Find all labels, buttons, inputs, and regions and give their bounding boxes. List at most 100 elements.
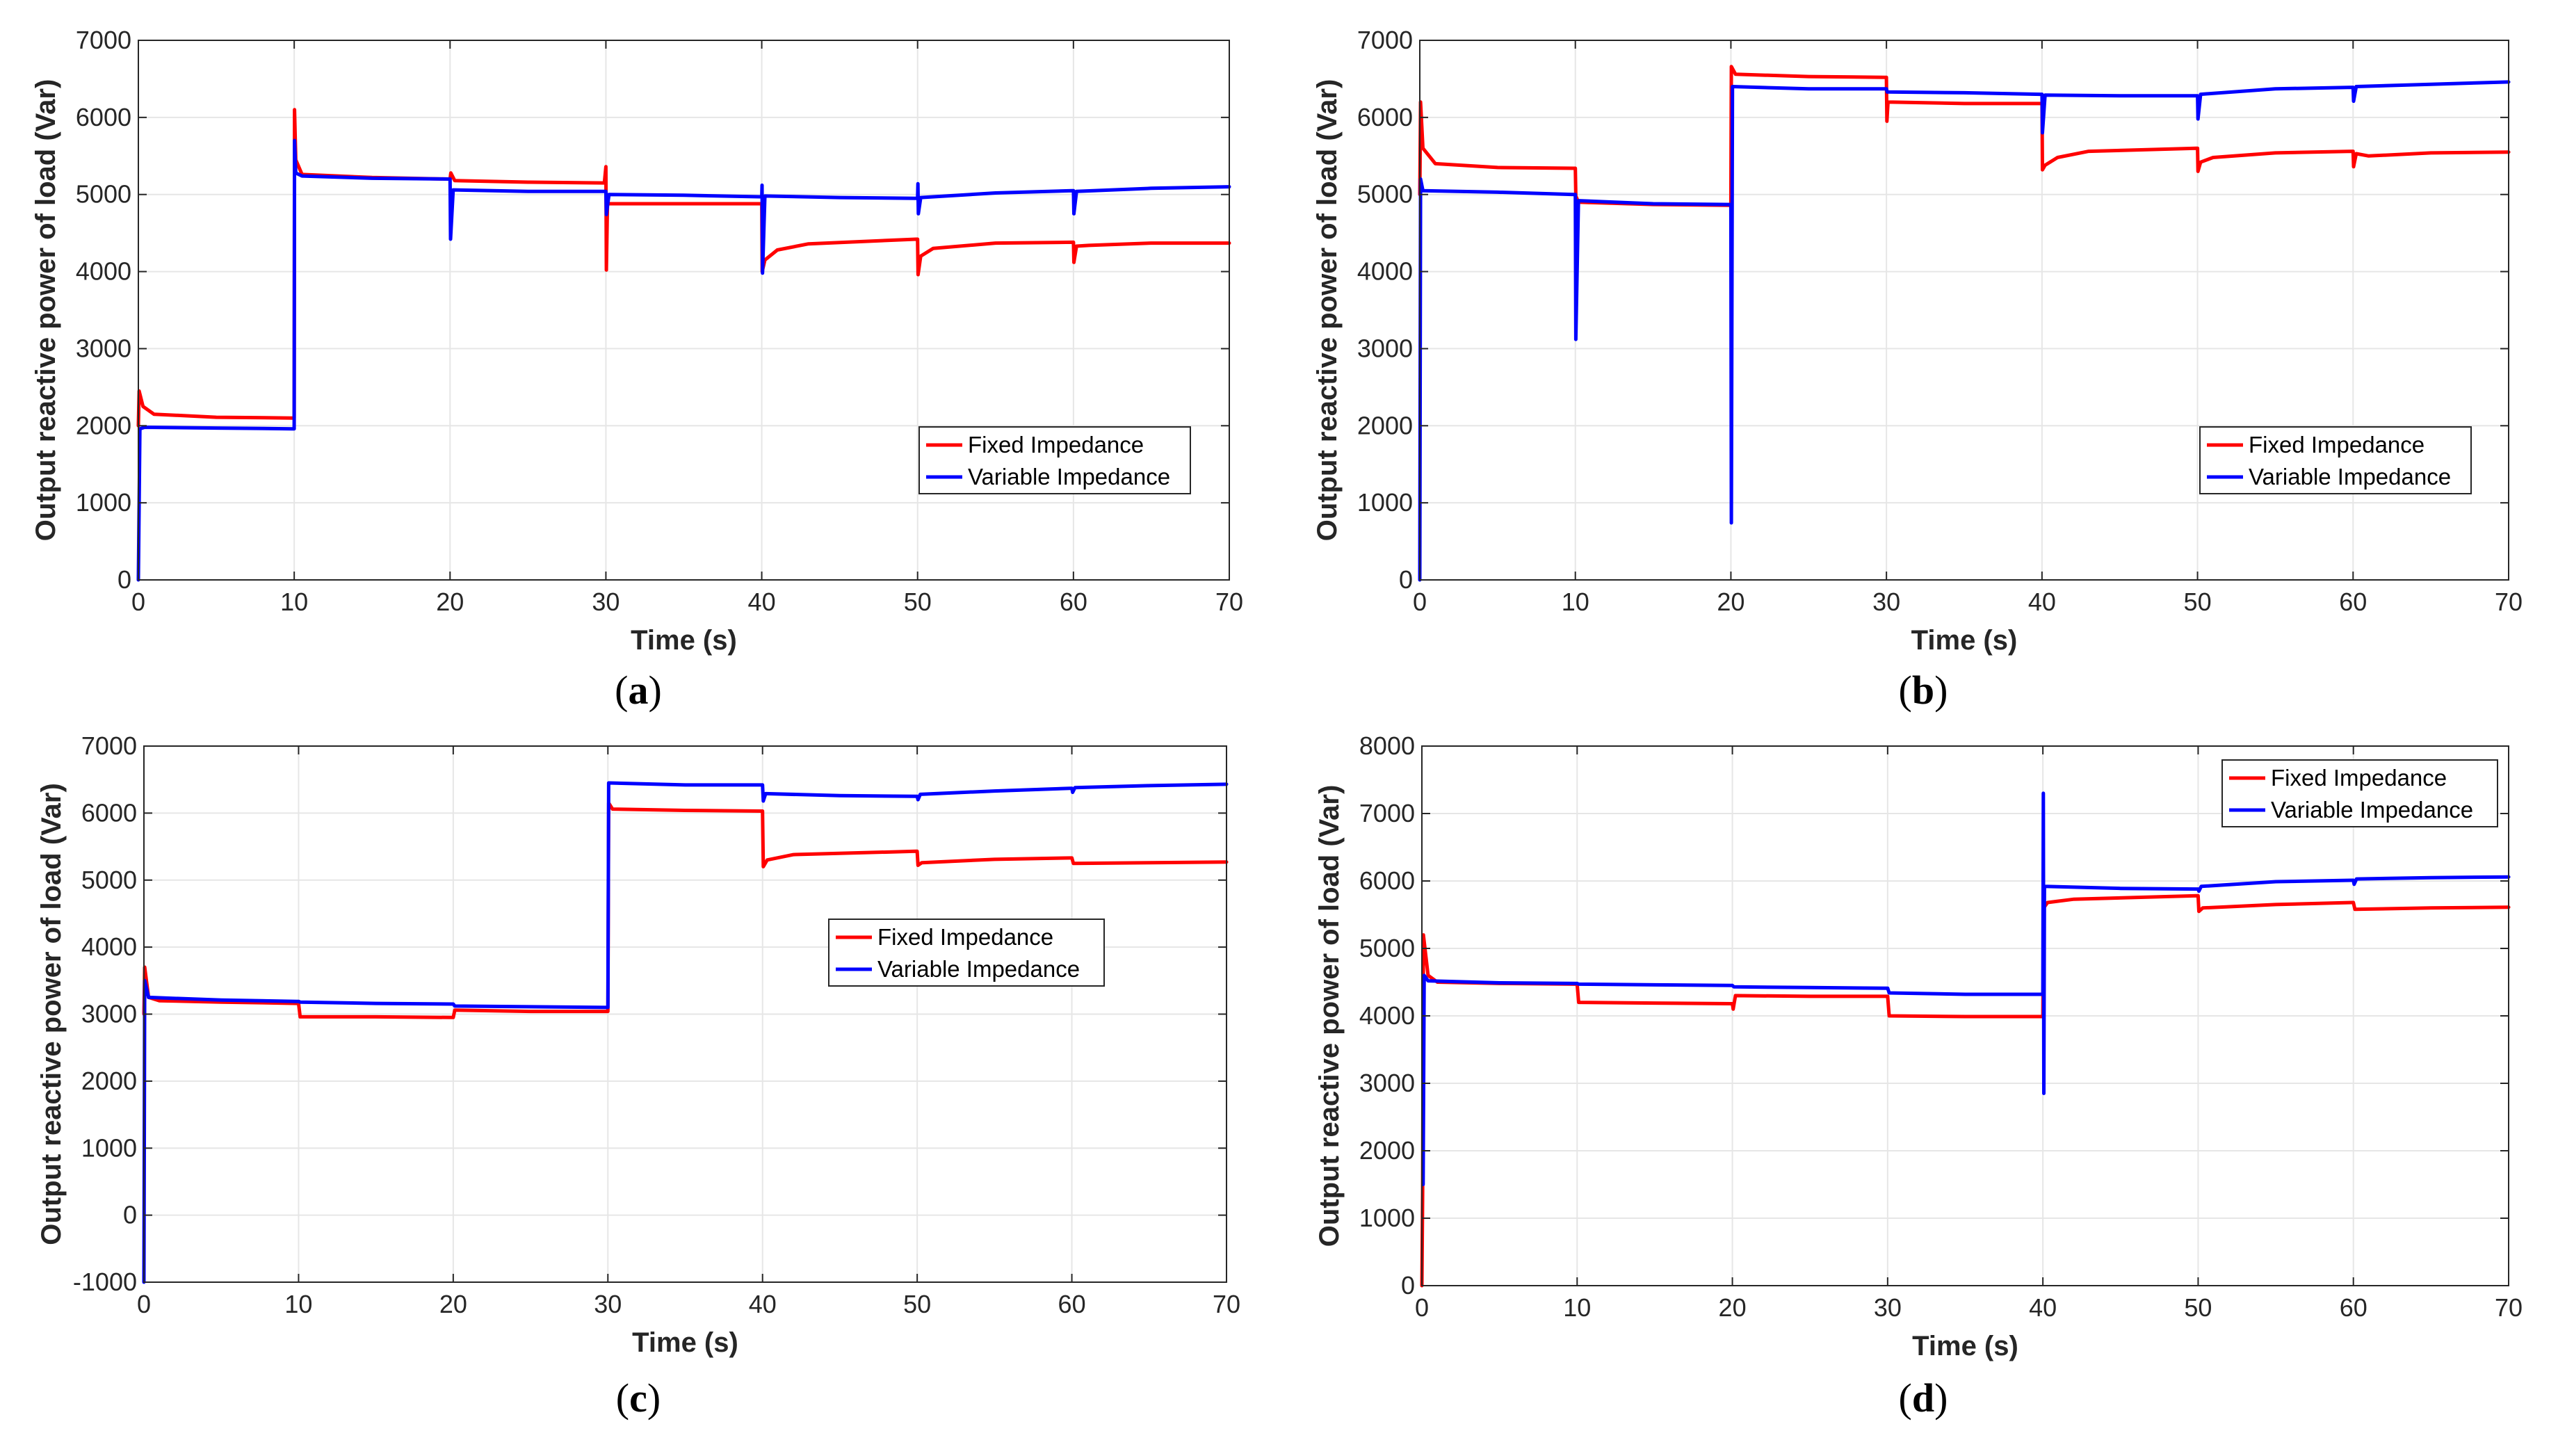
legend-label-variable: Variable Impedance (2249, 464, 2451, 490)
x-tick-label: 50 (2184, 1293, 2212, 1322)
y-tick-label: 6000 (81, 798, 137, 827)
x-tick-label: 20 (436, 588, 464, 616)
series-line-variable-impedance (142, 781, 1229, 1284)
y-tick-label: 8000 (1359, 731, 1415, 760)
x-tick-label: 10 (1562, 588, 1589, 616)
y-tick-label: 4000 (76, 257, 131, 286)
y-tick-label: 5000 (76, 180, 131, 209)
x-tick-label: 0 (1415, 1293, 1429, 1322)
y-tick-label: 3000 (1357, 334, 1413, 362)
panel-label: (a) (615, 668, 662, 713)
x-tick-label: 50 (903, 1290, 931, 1318)
y-tick-label: 6000 (1357, 103, 1413, 131)
y-tick-label: 7000 (1357, 26, 1413, 54)
x-tick-label: 70 (2495, 588, 2523, 616)
chart-panel-4: 0 10 20 30 40 50 60 70 0 1000 2000 3000 4000 5000 6000… (1314, 731, 2523, 1421)
plot-area (1420, 40, 2509, 580)
x-tick-label: 20 (439, 1290, 467, 1318)
series-line-variable-impedance (1418, 80, 2511, 582)
y-tick-label: 0 (123, 1201, 137, 1229)
legend-label-fixed: Fixed Impedance (2249, 432, 2425, 458)
x-tick-label: 60 (2340, 1293, 2367, 1322)
x-tick-label: 70 (1213, 1290, 1240, 1318)
panel-label: (b) (1899, 668, 1948, 713)
y-axis-title: Output reactive power of load (Var) (36, 783, 67, 1245)
panel-label: (c) (616, 1375, 661, 1421)
series-line-fixed-impedance (142, 801, 1229, 1019)
y-tick-label: 2000 (1357, 411, 1413, 439)
series-line-variable-impedance (136, 138, 1231, 582)
x-tick-label: 50 (904, 588, 932, 616)
x-tick-label: 0 (1413, 588, 1427, 616)
y-tick-label: 0 (1399, 565, 1413, 594)
y-tick-label: 7000 (81, 731, 137, 760)
x-tick-label: 20 (1717, 588, 1745, 616)
legend-box (2199, 426, 2472, 494)
y-tick-label: 1000 (76, 488, 131, 517)
x-tick-label: 40 (749, 1290, 777, 1318)
y-tick-label: -1000 (73, 1268, 137, 1296)
y-tick-label: 1000 (1359, 1204, 1415, 1232)
x-tick-label: 10 (1563, 1293, 1591, 1322)
x-tick-label: 40 (748, 588, 776, 616)
legend-label-variable: Variable Impedance (877, 956, 1080, 982)
legend-box (2221, 759, 2498, 827)
y-tick-label: 7000 (1359, 799, 1415, 827)
y-tick-label: 4000 (1359, 1001, 1415, 1030)
legend-label-fixed: Fixed Impedance (2271, 765, 2447, 791)
y-tick-label: 4000 (1357, 257, 1413, 286)
chart-panel-1: 0 10 20 30 40 50 60 70 0 1000 2000 3000 4000 5000 6000… (31, 26, 1243, 713)
legend-label-fixed: Fixed Impedance (877, 924, 1053, 950)
legend-label-variable: Variable Impedance (968, 464, 1170, 490)
y-tick-label: 6000 (1359, 866, 1415, 895)
x-tick-label: 10 (284, 1290, 312, 1318)
panel-label: (d) (1899, 1375, 1948, 1421)
x-axis-title: Time (s) (632, 1327, 738, 1358)
x-tick-label: 70 (1215, 588, 1243, 616)
x-tick-label: 30 (592, 588, 620, 616)
legend-label-fixed: Fixed Impedance (968, 432, 1144, 458)
legend-label-variable: Variable Impedance (2271, 797, 2473, 823)
axes-frame (138, 40, 1230, 581)
y-axis-title: Output reactive power of load (Var) (1314, 785, 1345, 1247)
y-tick-label: 2000 (76, 411, 131, 439)
x-tick-label: 0 (137, 1290, 151, 1318)
y-tick-label: 2000 (81, 1067, 137, 1095)
x-axis-title: Time (s) (1911, 625, 2018, 656)
y-tick-label: 3000 (1359, 1069, 1415, 1097)
chart-panel-2: 0 10 20 30 40 50 60 70 0 1000 2000 3000 4000 5000 6000… (1312, 26, 2523, 713)
x-tick-label: 70 (2495, 1293, 2523, 1322)
y-tick-label: 0 (118, 565, 131, 594)
y-tick-label: 3000 (81, 1000, 137, 1028)
x-axis-title: Time (s) (1912, 1331, 2018, 1361)
y-tick-label: 7000 (76, 26, 131, 54)
legend-box (828, 919, 1105, 987)
x-tick-label: 30 (1872, 588, 1900, 616)
axes-frame (1419, 40, 2509, 581)
series-line-variable-impedance (1421, 791, 2511, 1186)
x-tick-label: 0 (131, 588, 145, 616)
y-tick-label: 5000 (1357, 180, 1413, 209)
legend: Fixed Impedance Variable Impedance (918, 426, 1191, 494)
legend: Fixed Impedance Variable Impedance (828, 919, 1105, 987)
y-axis-title: Output reactive power of load (Var) (31, 79, 61, 542)
x-tick-label: 30 (1874, 1293, 1902, 1322)
y-tick-label: 5000 (1359, 934, 1415, 962)
y-tick-label: 6000 (76, 103, 131, 131)
y-tick-label: 4000 (81, 932, 137, 961)
y-tick-label: 1000 (81, 1133, 137, 1162)
x-tick-label: 30 (594, 1290, 622, 1318)
legend: Fixed Impedance Variable Impedance (2199, 426, 2472, 494)
y-tick-label: 1000 (1357, 488, 1413, 517)
series-line-fixed-impedance (1418, 65, 2511, 207)
y-tick-label: 0 (1401, 1271, 1415, 1300)
y-tick-label: 2000 (1359, 1136, 1415, 1165)
plot-area (138, 40, 1229, 580)
chart-panel-3: 0 10 20 30 40 50 60 70-100001000200030004000500… (36, 731, 1240, 1421)
y-tick-label: 5000 (81, 866, 137, 894)
y-axis-title: Output reactive power of load (Var) (1312, 79, 1343, 542)
x-tick-label: 20 (1719, 1293, 1747, 1322)
x-tick-label: 40 (2028, 588, 2056, 616)
legend-box (918, 426, 1191, 494)
